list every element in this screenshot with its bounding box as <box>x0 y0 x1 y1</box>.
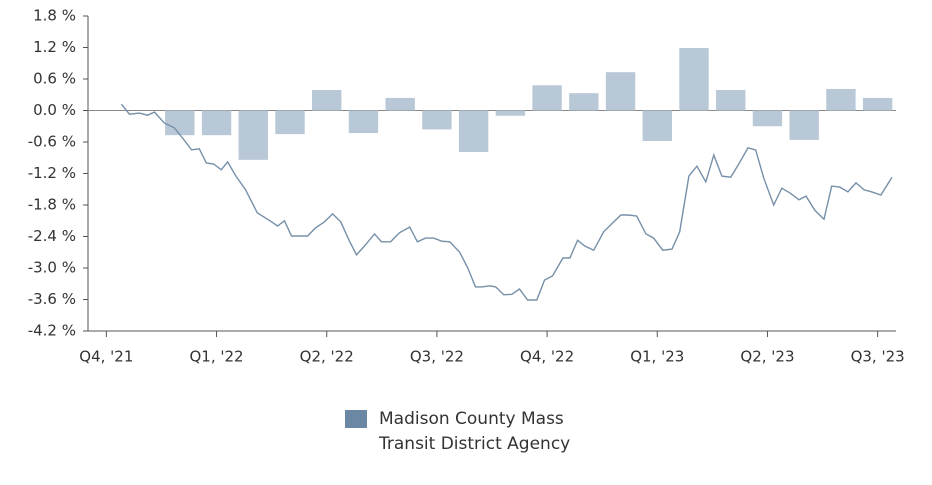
legend: Madison County Mass Transit District Age… <box>345 407 579 457</box>
y-tick-label: -2.4 % <box>28 227 76 245</box>
y-tick-label: 0.0 % <box>33 101 76 119</box>
legend-swatch <box>345 410 367 428</box>
chart: 1.8 % 1.2 % 0.6 % 0.0 % -0.6 % -1.2 % -1.8 % -2… <box>28 7 905 366</box>
y-tick-label: 1.2 % <box>33 38 76 56</box>
bar <box>569 93 599 111</box>
x-tick-label: Q1, '23 <box>630 348 684 366</box>
bar <box>275 110 305 135</box>
bar <box>312 90 342 111</box>
bar <box>679 48 709 111</box>
y-tick-label: 0.6 % <box>33 70 76 88</box>
bar <box>495 110 526 116</box>
bar <box>752 110 783 127</box>
bar <box>605 72 636 111</box>
bar <box>422 110 452 130</box>
bar <box>385 97 415 111</box>
x-tick-label: Q3, '23 <box>851 348 905 366</box>
x-tick-label: Q4, '21 <box>79 348 133 366</box>
y-tick-label: -1.2 % <box>28 164 76 182</box>
bar <box>238 110 268 160</box>
bar <box>789 110 819 140</box>
line <box>120 103 893 301</box>
bar <box>458 110 489 152</box>
y-tick-label: 1.8 % <box>33 7 76 25</box>
x-tick-label: Q2, '23 <box>740 348 794 366</box>
x-tick-label: Q1, '22 <box>189 348 243 366</box>
y-tick-label: -0.6 % <box>28 133 76 151</box>
bar <box>642 110 672 141</box>
bar <box>716 90 746 111</box>
bar <box>862 97 893 111</box>
x-tick-label: Q2, '22 <box>300 348 354 366</box>
x-tick-label: Q4, '22 <box>520 348 574 366</box>
x-tick-label: Q3, '22 <box>410 348 464 366</box>
bar <box>201 110 232 136</box>
bar <box>348 110 379 134</box>
bar <box>165 110 195 136</box>
y-tick-label: -3.6 % <box>28 290 76 308</box>
y-tick-label: -3.0 % <box>28 259 76 277</box>
y-tick-label: -1.8 % <box>28 196 76 214</box>
legend-label: Madison County Mass Transit District Age… <box>379 409 571 454</box>
y-tick-label: -4.2 % <box>28 322 76 340</box>
bar <box>826 88 856 111</box>
bar <box>532 85 562 111</box>
